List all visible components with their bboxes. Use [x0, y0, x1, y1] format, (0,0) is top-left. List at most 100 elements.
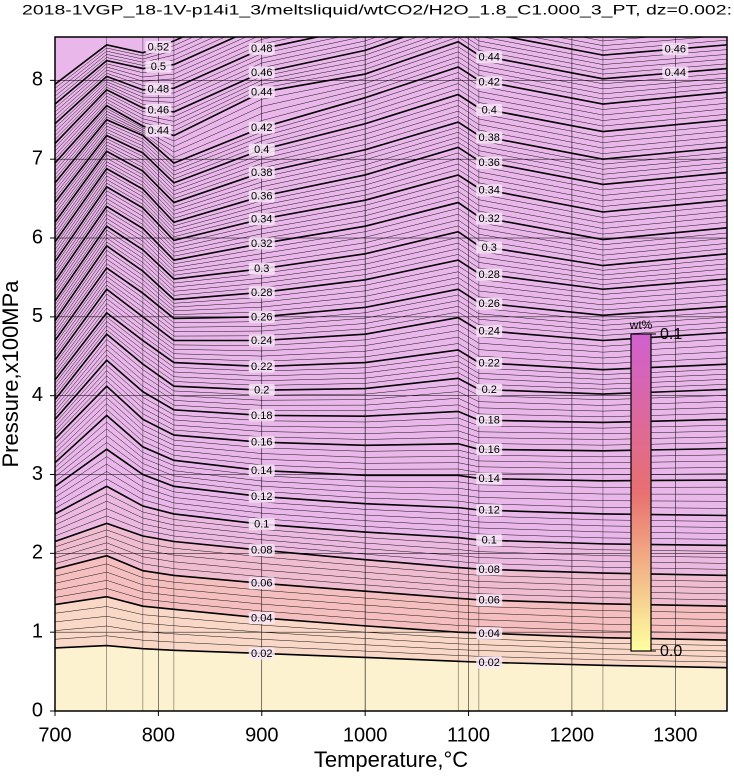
contour-label: 0.24 — [479, 326, 500, 338]
contour-line — [55, 385, 727, 452]
contour-label: 0.32 — [479, 213, 500, 225]
minor-contour — [55, 258, 727, 333]
minor-contour — [55, 263, 727, 337]
minor-contour — [55, 37, 341, 128]
contour-label-box — [248, 143, 275, 156]
contour-label-box — [145, 124, 172, 137]
minor-contour — [55, 254, 727, 329]
contour-label-box — [476, 383, 503, 396]
minor-contour — [55, 237, 727, 314]
minor-contour — [55, 37, 215, 97]
minor-contour — [55, 213, 727, 290]
contour-label-box — [248, 213, 275, 226]
contour-label: 0.5 — [151, 61, 166, 73]
contour-label: 0.18 — [479, 415, 500, 427]
colorbar — [630, 333, 652, 652]
contour-line — [55, 146, 727, 243]
minor-contour — [55, 478, 727, 540]
minor-contour — [55, 51, 727, 172]
minor-contour — [55, 116, 727, 219]
contour-line — [55, 522, 727, 577]
contour-label: 0.4 — [482, 104, 497, 116]
y-tick-label: 0 — [32, 699, 43, 721]
contour-label-box — [476, 131, 503, 144]
minor-contour — [55, 284, 727, 357]
x-tick-label: 700 — [38, 724, 71, 746]
contour-line — [55, 93, 727, 204]
minor-contour — [55, 571, 727, 620]
contour-label: 0.04 — [479, 628, 500, 640]
minor-contour — [55, 131, 727, 231]
contour-line — [55, 244, 727, 322]
contour-label: 0.32 — [251, 238, 272, 250]
minor-contour — [55, 185, 727, 270]
contour-label-box — [476, 594, 503, 607]
contour-label: 0.38 — [479, 132, 500, 144]
contour-label: 0.02 — [251, 648, 272, 660]
minor-contour — [55, 37, 727, 152]
contour-line — [55, 266, 727, 341]
contour-label-box — [248, 66, 275, 79]
contour-label-box — [248, 310, 275, 323]
contour-label-box — [248, 464, 275, 477]
minor-contour — [55, 428, 727, 495]
minor-contour — [55, 365, 727, 429]
contour-line — [55, 37, 185, 85]
minor-contour — [55, 37, 297, 120]
minor-contour — [55, 180, 727, 266]
minor-contour — [55, 329, 727, 396]
contour-line — [55, 359, 727, 424]
minor-contour — [55, 344, 727, 408]
minor-contour — [55, 88, 727, 199]
contour-label-box — [145, 103, 172, 116]
contour-label: 0.04 — [251, 612, 272, 624]
colorbar-tick-label: 0.1 — [660, 326, 682, 343]
contour-label: 0.22 — [479, 358, 500, 370]
contour-line — [55, 37, 727, 144]
contour-label-box — [145, 40, 172, 53]
contour-line — [55, 37, 238, 105]
contour-label: 0.06 — [479, 595, 500, 607]
contour-label-box — [248, 286, 275, 299]
contour-label-box — [248, 409, 275, 422]
colorbar-tick-label: 0.0 — [660, 643, 682, 660]
contour-label-box — [662, 43, 689, 56]
minor-contour — [55, 158, 727, 250]
x-tick-label: 1100 — [447, 724, 490, 746]
minor-contour — [55, 152, 727, 247]
contour-label-box — [248, 518, 275, 531]
contour-line — [55, 121, 727, 223]
contour-band — [55, 645, 727, 711]
x-tick-label: 1200 — [550, 724, 595, 746]
contour-label: 0.06 — [251, 578, 272, 590]
contour-label: 0.34 — [251, 214, 272, 226]
contour-line — [55, 66, 727, 184]
minor-contour — [55, 37, 727, 140]
contour-label: 0.42 — [479, 77, 500, 89]
minor-contour — [55, 549, 727, 601]
colorbar-label: wt% — [629, 318, 653, 332]
minor-contour — [55, 37, 247, 109]
contour-label-box — [248, 544, 275, 557]
contour-line — [55, 201, 727, 282]
contour-label-box — [476, 212, 503, 225]
contour-label-box — [476, 534, 503, 547]
contour-line — [55, 40, 727, 164]
minor-contour — [55, 72, 727, 187]
minor-contour — [55, 463, 727, 528]
minor-contour — [55, 191, 727, 274]
contour-label-box — [476, 656, 503, 669]
contour-label: 0.36 — [479, 157, 500, 169]
y-tick-label: 2 — [32, 542, 43, 564]
x-tick-label: 900 — [245, 724, 278, 746]
contour-line — [55, 311, 727, 381]
minor-contour — [55, 370, 727, 435]
contour-label: 0.12 — [251, 491, 272, 503]
minor-contour — [55, 196, 727, 278]
minor-contour — [55, 339, 727, 404]
contour-label-box — [145, 60, 172, 73]
contour-line — [55, 554, 727, 607]
contour-label-box — [476, 103, 503, 116]
minor-contour — [55, 542, 727, 595]
